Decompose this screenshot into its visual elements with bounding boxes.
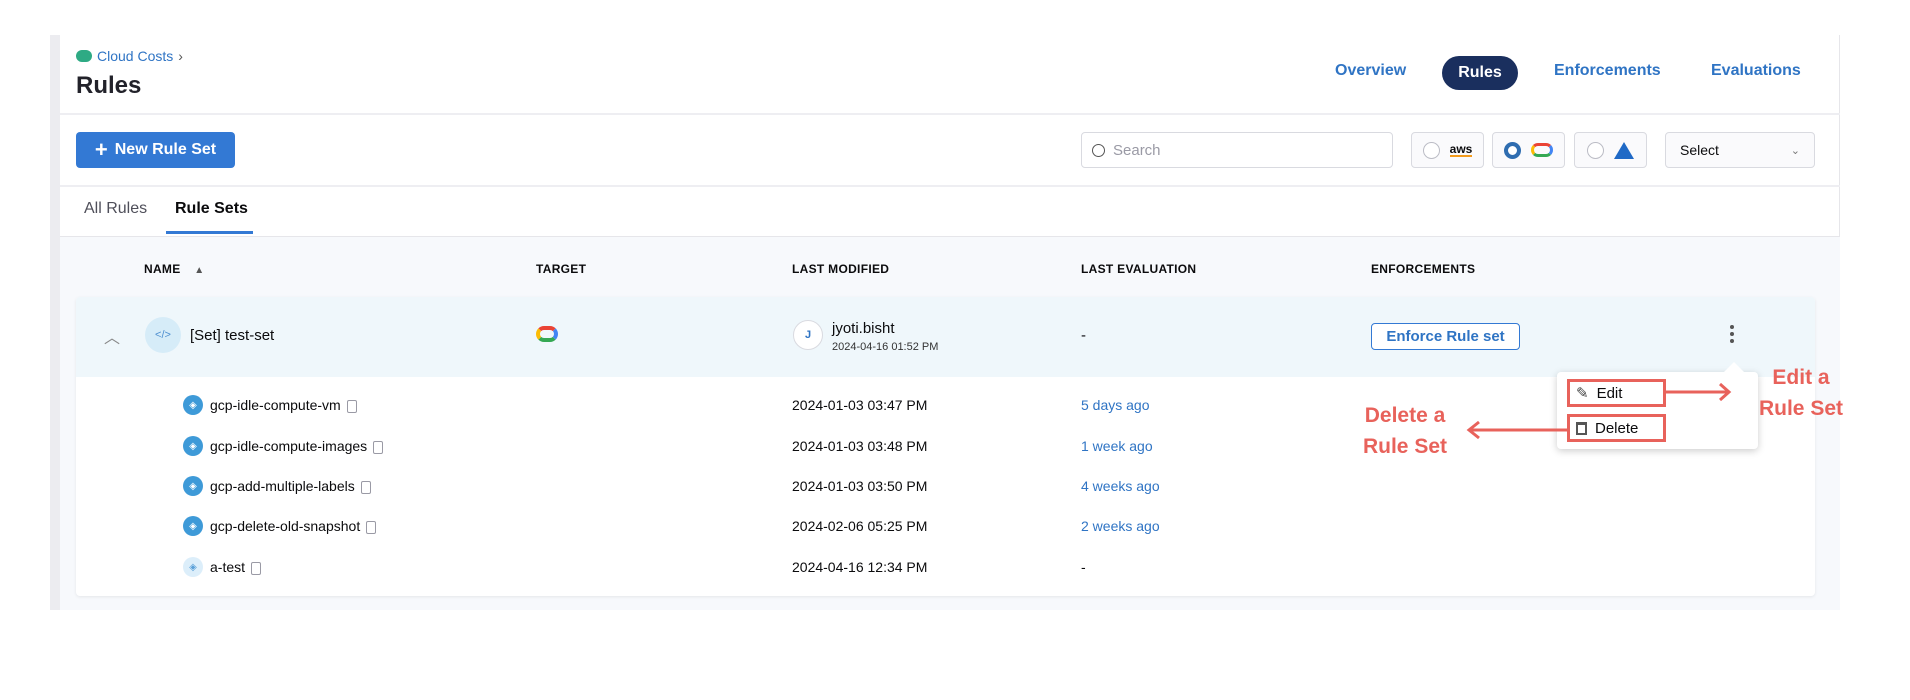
document-icon[interactable] bbox=[360, 480, 371, 494]
edit-annotation: Edit a Rule Set bbox=[1746, 362, 1856, 424]
rule-icon: ◈ bbox=[183, 436, 203, 456]
more-options-icon[interactable] bbox=[1730, 325, 1734, 343]
menu-edit-label: Edit bbox=[1596, 384, 1623, 402]
modified-at: 2024-04-16 01:52 PM bbox=[832, 341, 939, 353]
tab-all-rules[interactable]: All Rules bbox=[84, 200, 148, 217]
edit-annotation-line1: Edit a bbox=[1772, 366, 1830, 389]
chevron-right-icon: › bbox=[178, 48, 183, 64]
rule-last-evaluation[interactable]: 1 week ago bbox=[1081, 438, 1153, 454]
pencil-icon: ✎ bbox=[1576, 385, 1589, 402]
modified-by: jyoti.bisht bbox=[832, 320, 895, 337]
header-name[interactable]: NAME ▲ bbox=[144, 262, 204, 276]
gcp-cloud-icon bbox=[1531, 143, 1553, 157]
plus-icon: + bbox=[94, 137, 108, 162]
aws-icon: aws bbox=[1449, 141, 1473, 157]
new-rule-set-label: New Rule Set bbox=[114, 141, 217, 158]
radio-azure[interactable] bbox=[1587, 141, 1604, 159]
search-placeholder: Search bbox=[1113, 141, 1161, 159]
rule-icon: ◈ bbox=[183, 395, 203, 415]
rule-name[interactable]: gcp-idle-compute-vm bbox=[210, 397, 341, 413]
delete-annotation-line2: Rule Set bbox=[1362, 435, 1448, 458]
sidebar-edge bbox=[50, 35, 60, 610]
trash-icon bbox=[1576, 421, 1587, 435]
rule-set-icon: </> bbox=[145, 317, 181, 353]
rule-last-evaluation[interactable]: 5 days ago bbox=[1081, 397, 1150, 413]
rule-icon: ◈ bbox=[183, 476, 203, 496]
table-row[interactable]: gcp-delete-old-snapshot bbox=[210, 518, 377, 534]
rule-set-name[interactable]: [Set] test-set bbox=[190, 327, 275, 344]
breadcrumb[interactable]: Cloud Costs › bbox=[76, 48, 183, 64]
rule-icon: ◈ bbox=[183, 516, 203, 536]
rule-modified: 2024-04-16 12:34 PM bbox=[792, 559, 928, 575]
menu-item-delete[interactable]: Delete bbox=[1567, 414, 1666, 442]
radio-gcp[interactable] bbox=[1504, 141, 1521, 159]
radio-aws[interactable] bbox=[1422, 141, 1440, 159]
rule-last-evaluation: - bbox=[1081, 559, 1086, 575]
delete-annotation-line1: Delete a bbox=[1364, 404, 1446, 427]
header-last-evaluation: LAST EVALUATION bbox=[1081, 262, 1197, 276]
delete-annotation: Delete a Rule Set bbox=[1350, 400, 1460, 462]
azure-icon bbox=[1614, 141, 1634, 159]
menu-item-edit[interactable]: ✎ Edit bbox=[1567, 379, 1666, 407]
collapse-chevron-icon[interactable]: ︿ bbox=[104, 330, 121, 347]
menu-delete-label: Delete bbox=[1595, 419, 1639, 437]
rule-last-evaluation[interactable]: 2 weeks ago bbox=[1081, 518, 1160, 534]
breadcrumb-cloud-costs[interactable]: Cloud Costs bbox=[97, 48, 174, 64]
rule-last-evaluation[interactable]: 4 weeks ago bbox=[1081, 478, 1160, 494]
sort-asc-icon[interactable]: ▲ bbox=[194, 265, 205, 276]
table-row[interactable]: gcp-add-multiple-labels bbox=[210, 478, 371, 494]
divider bbox=[60, 185, 1840, 187]
select-label: Select bbox=[1680, 142, 1719, 158]
rule-name[interactable]: gcp-delete-old-snapshot bbox=[210, 518, 361, 534]
enforce-rule-set-button[interactable]: Enforce Rule set bbox=[1371, 323, 1520, 350]
select-dropdown[interactable]: Select ⌄ bbox=[1665, 132, 1815, 168]
rule-name[interactable]: a-test bbox=[210, 559, 246, 575]
last-evaluation: - bbox=[1081, 327, 1086, 344]
rule-modified: 2024-01-03 03:50 PM bbox=[792, 478, 928, 494]
divider bbox=[60, 113, 1840, 115]
rule-icon: ◈ bbox=[183, 557, 203, 577]
rule-name[interactable]: gcp-idle-compute-images bbox=[210, 438, 368, 454]
header-name-label: NAME bbox=[144, 262, 181, 276]
table-row[interactable]: gcp-idle-compute-vm bbox=[210, 397, 357, 413]
rule-modified: 2024-02-06 05:25 PM bbox=[792, 518, 928, 534]
header-last-modified: LAST MODIFIED bbox=[792, 262, 890, 276]
search-icon bbox=[1092, 143, 1105, 157]
document-icon[interactable] bbox=[366, 520, 377, 534]
document-icon[interactable] bbox=[251, 561, 262, 575]
search-input[interactable]: Search bbox=[1081, 132, 1393, 168]
nav-rules[interactable]: Rules bbox=[1442, 56, 1518, 90]
active-tab-indicator bbox=[166, 231, 253, 234]
tab-rule-sets[interactable]: Rule Sets bbox=[175, 200, 248, 217]
nav-enforcements[interactable]: Enforcements bbox=[1554, 62, 1661, 79]
delete-arrow bbox=[1466, 420, 1567, 440]
context-menu bbox=[1557, 372, 1758, 449]
chevron-down-icon: ⌄ bbox=[1790, 144, 1800, 157]
rule-modified: 2024-01-03 03:47 PM bbox=[792, 397, 928, 413]
nav-evaluations[interactable]: Evaluations bbox=[1711, 62, 1801, 79]
header-enforcements: ENFORCEMENTS bbox=[1371, 262, 1476, 276]
rule-modified: 2024-01-03 03:48 PM bbox=[792, 438, 928, 454]
edit-annotation-line2: Rule Set bbox=[1758, 397, 1844, 420]
header-target: TARGET bbox=[536, 262, 587, 276]
provider-aws-toggle[interactable]: aws bbox=[1411, 132, 1484, 168]
table-row[interactable]: gcp-idle-compute-images bbox=[210, 438, 384, 454]
menu-caret bbox=[1724, 362, 1744, 372]
document-icon[interactable] bbox=[373, 440, 384, 454]
gcp-cloud-icon bbox=[536, 326, 558, 342]
provider-gcp-toggle[interactable] bbox=[1492, 132, 1565, 168]
rule-name[interactable]: gcp-add-multiple-labels bbox=[210, 478, 355, 494]
cloud-costs-icon bbox=[76, 50, 92, 62]
document-icon[interactable] bbox=[346, 399, 357, 413]
rule-set-row[interactable] bbox=[76, 297, 1815, 377]
nav-overview[interactable]: Overview bbox=[1335, 62, 1407, 79]
provider-azure-toggle[interactable] bbox=[1574, 132, 1647, 168]
page-title: Rules bbox=[76, 72, 142, 99]
new-rule-set-button[interactable]: + New Rule Set bbox=[76, 132, 235, 168]
avatar: J bbox=[793, 320, 823, 350]
table-row[interactable]: a-test bbox=[210, 559, 262, 575]
edit-arrow bbox=[1666, 382, 1732, 402]
